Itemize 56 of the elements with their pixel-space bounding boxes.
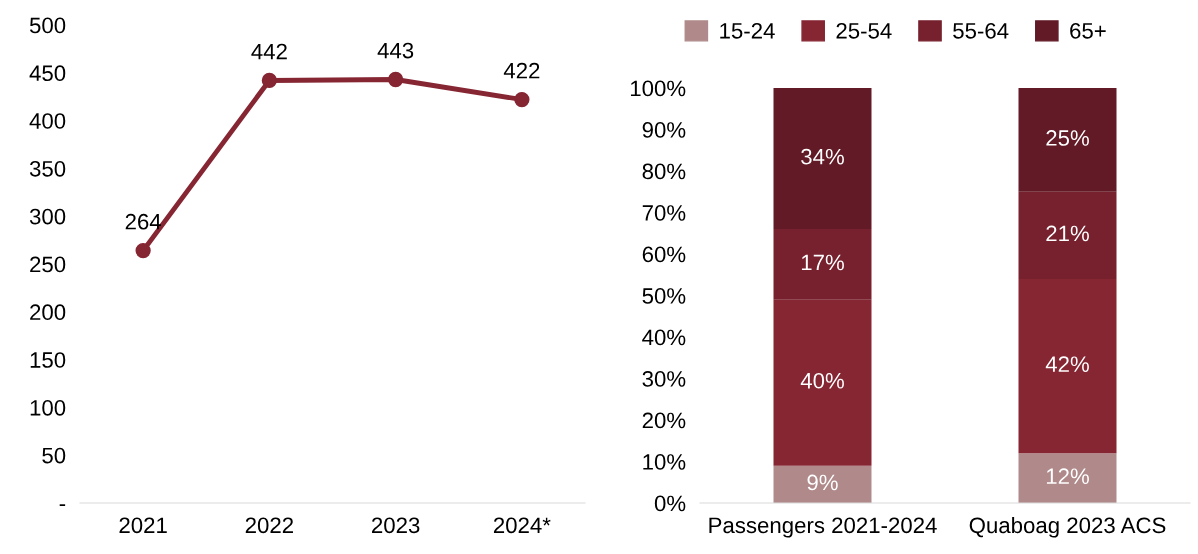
data-label: 25%	[1046, 130, 1089, 146]
y-tick-label: 30%	[642, 371, 686, 387]
bar	[773, 229, 872, 300]
y-tick-label: 250	[30, 256, 66, 273]
bar	[773, 299, 872, 466]
data-label: 422	[503, 62, 540, 79]
legend-label: 15-24	[720, 22, 775, 39]
data-label: 264	[125, 213, 162, 230]
y-tick-label: 50%	[642, 288, 686, 304]
y-tick-label: 70%	[642, 205, 686, 221]
y-tick-label: 150	[30, 352, 66, 368]
x-tick-label: Passengers 2021-2024	[709, 517, 937, 538]
legend-label: 65+	[1070, 22, 1106, 39]
bar	[1018, 278, 1117, 454]
x-tick-label: Quaboag 2023 ACS	[969, 516, 1166, 538]
data-label: 443	[377, 42, 414, 59]
bar	[773, 88, 872, 230]
y-tick-label: 500	[29, 17, 66, 34]
y-tick-label: 200	[30, 304, 66, 321]
point	[261, 72, 278, 89]
y-tick-label: 300	[29, 208, 66, 225]
data-label: 442	[251, 43, 287, 60]
y-tick-label: 350	[29, 160, 66, 177]
data-label: 12%	[1046, 468, 1089, 484]
x-tick-label: 2021	[119, 517, 167, 534]
point	[387, 71, 404, 88]
y-tick-label: 90%	[642, 122, 686, 138]
data-label: 40%	[800, 372, 844, 389]
x-tick-label: 2024*	[493, 517, 551, 534]
y-tick-label: 80%	[642, 163, 686, 180]
bar	[1018, 88, 1117, 192]
y-tick-label: 0%	[654, 495, 686, 512]
y-tick-label: 100	[30, 399, 66, 416]
legend-label: 55-64	[953, 22, 1009, 39]
y-tick-label: 20%	[642, 412, 686, 429]
y-tick-label: 400	[29, 113, 66, 129]
data-label: 17%	[801, 254, 844, 271]
y-tick-label: 60%	[642, 246, 686, 263]
x-tick-label: 2022	[245, 517, 293, 534]
bar	[1018, 191, 1117, 279]
data-label: 9%	[807, 474, 838, 491]
y-tick-label: -	[59, 504, 66, 507]
data-label: 42%	[1045, 356, 1089, 372]
data-label: 21%	[1046, 225, 1089, 242]
data-label: 34%	[801, 148, 844, 165]
y-tick-label: 100%	[630, 80, 686, 97]
bar	[1018, 453, 1117, 503]
legend-label: 25-54	[836, 22, 892, 39]
point	[135, 242, 151, 259]
y-tick-label: 450	[29, 65, 66, 82]
point	[514, 91, 530, 108]
bar	[773, 465, 872, 503]
y-tick-label: 40%	[642, 329, 686, 346]
y-tick-label: 50	[42, 447, 66, 464]
y-tick-label: 10%	[643, 454, 686, 470]
x-tick-label: 2023	[372, 517, 420, 534]
